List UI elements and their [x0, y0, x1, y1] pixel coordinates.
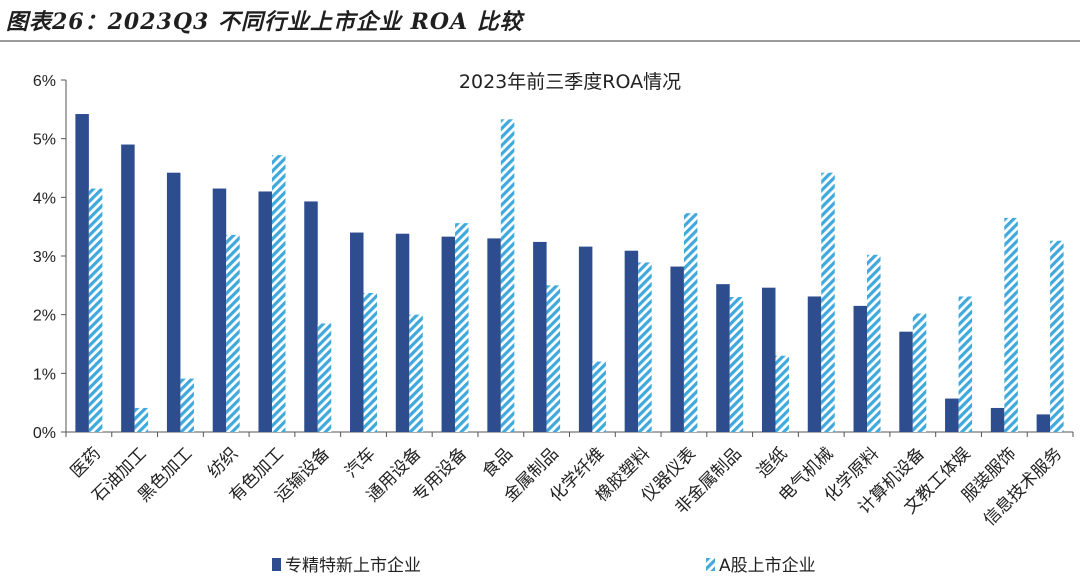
bar-specialized-20 [990, 407, 1005, 432]
x-category-label: 医药 [67, 444, 105, 482]
bar-ashare-19 [958, 296, 973, 432]
bar-ashare-5 [317, 323, 332, 432]
bar-specialized-7 [395, 233, 410, 432]
y-tick-label: 3% [33, 249, 56, 266]
bar-ashare-10 [546, 285, 561, 432]
bar-ashare-3 [226, 234, 240, 432]
bar-specialized-18 [899, 331, 913, 432]
bar-specialized-13 [670, 266, 684, 432]
bar-ashare-6 [363, 292, 378, 432]
x-category-label: 造纸 [753, 444, 791, 482]
bar-specialized-4 [258, 191, 272, 432]
bar-specialized-2 [166, 172, 181, 432]
bar-ashare-7 [409, 314, 423, 432]
bar-ashare-12 [638, 262, 652, 432]
bar-specialized-12 [624, 250, 639, 432]
bar-ashare-4 [271, 155, 286, 433]
x-category-label: 纺织 [204, 444, 242, 482]
bar-ashare-2 [180, 378, 194, 432]
legend-label-1: A股上市企业 [719, 556, 816, 576]
bar-ashare-21 [1050, 240, 1064, 432]
bar-specialized-0 [75, 114, 89, 432]
bar-specialized-8 [441, 236, 456, 432]
x-category-label: 汽车 [341, 444, 379, 482]
y-tick-label: 1% [33, 366, 56, 383]
bar-specialized-16 [807, 296, 822, 432]
legend-swatch-0 [272, 558, 281, 571]
y-tick-label: 0% [33, 425, 56, 442]
chart-title: 2023年前三季度ROA情况 [459, 71, 681, 93]
bar-specialized-5 [304, 201, 318, 432]
bar-ashare-13 [683, 213, 698, 432]
y-tick-label: 4% [33, 190, 56, 207]
x-category-label: 食品 [479, 444, 517, 482]
bar-ashare-17 [867, 254, 881, 432]
bar-specialized-1 [121, 144, 135, 433]
bar-ashare-20 [1004, 217, 1018, 432]
y-tick-label: 2% [33, 308, 56, 325]
bar-ashare-9 [500, 119, 515, 432]
bar-ashare-15 [775, 355, 789, 432]
bar-specialized-9 [487, 238, 501, 432]
bar-specialized-17 [853, 305, 868, 432]
bar-specialized-10 [533, 241, 547, 432]
bar-ashare-8 [455, 223, 469, 432]
y-tick-label: 5% [33, 132, 56, 149]
bar-ashare-14 [729, 297, 744, 432]
bar-specialized-19 [945, 398, 959, 432]
bar-specialized-6 [350, 232, 364, 432]
bar-specialized-15 [761, 287, 776, 432]
figure-title: 图表26：2023Q3 不同行业上市企业 ROA 比较 [6, 9, 523, 35]
bar-ashare-16 [821, 172, 835, 432]
bar-ashare-11 [592, 361, 606, 432]
bar-ashare-18 [912, 313, 927, 432]
bar-ashare-0 [88, 188, 103, 432]
bar-ashare-1 [134, 407, 149, 432]
legend-swatch-1 [706, 558, 715, 571]
bar-specialized-14 [716, 284, 730, 432]
y-tick-label: 6% [33, 73, 56, 90]
title-divider [0, 40, 1080, 42]
legend-label-0: 专精特新上市企业 [285, 556, 421, 576]
bar-specialized-11 [578, 246, 593, 432]
bar-specialized-21 [1036, 414, 1051, 432]
bar-specialized-3 [212, 188, 227, 432]
